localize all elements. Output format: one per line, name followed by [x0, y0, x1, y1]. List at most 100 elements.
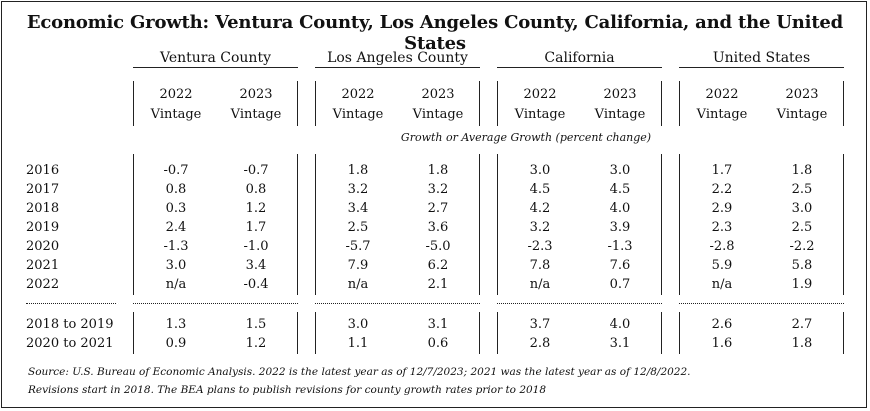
table-cell: 3.0: [609, 163, 631, 178]
row-label: 2017: [26, 182, 60, 197]
vintage-year-header: 2023: [785, 87, 819, 102]
table-cell: 1.8: [427, 163, 449, 178]
data-box: [315, 154, 480, 295]
source-note: Source: U.S. Bureau of Economic Analysis…: [28, 366, 691, 378]
table-cell: 2.2: [711, 182, 733, 197]
vintage-year-header: 2022: [523, 87, 557, 102]
table-cell: 6.2: [427, 258, 449, 273]
group-rule: [315, 67, 480, 68]
table-cell: 1.9: [791, 277, 813, 292]
table-cell: 7.9: [347, 258, 369, 273]
table-cell: 1.3: [165, 317, 187, 332]
table-cell: 4.0: [609, 317, 631, 332]
table-cell: 2.1: [427, 277, 449, 292]
table-cell: 3.0: [791, 201, 813, 216]
table-cell: 0.3: [165, 201, 187, 216]
table-cell: -5.0: [425, 239, 451, 254]
avg-box: [133, 312, 298, 354]
table-cell: 1.2: [245, 336, 267, 351]
vintage-label-header: Vintage: [150, 107, 202, 122]
table-cell: -1.3: [607, 239, 633, 254]
table-cell: 3.1: [427, 317, 449, 332]
row-label: 2021: [26, 258, 60, 273]
subtitle: Growth or Average Growth (percent change…: [400, 131, 652, 144]
table-cell: 0.9: [165, 336, 187, 351]
table-cell: 3.4: [347, 201, 369, 216]
table-cell: 4.0: [609, 201, 631, 216]
row-label: 2022: [26, 277, 60, 292]
table-cell: 1.6: [711, 336, 733, 351]
vintage-year-header: 2023: [239, 87, 273, 102]
row-label: 2020 to 2021: [26, 336, 114, 351]
table-cell: 1.2: [245, 201, 267, 216]
table-cell: 2.5: [791, 220, 813, 235]
table-cell: 2.8: [529, 336, 551, 351]
vintage-label-header: Vintage: [776, 107, 828, 122]
table-cell: 2.5: [791, 182, 813, 197]
table-cell: 0.7: [609, 277, 631, 292]
row-label: 2018: [26, 201, 60, 216]
table-cell: 0.8: [165, 182, 187, 197]
table-cell: 7.6: [609, 258, 631, 273]
dotted-separator: [26, 303, 116, 304]
vintage-label-header: Vintage: [332, 107, 384, 122]
table-cell: 0.6: [427, 336, 449, 351]
table-cell: 2.7: [427, 201, 449, 216]
data-box: [133, 154, 298, 295]
vintage-label-header: Vintage: [696, 107, 748, 122]
vintage-year-header: 2023: [421, 87, 455, 102]
vintage-label-header: Vintage: [514, 107, 566, 122]
group-label-california: California: [544, 50, 615, 66]
table-cell: 1.8: [791, 163, 813, 178]
table-cell: -1.3: [163, 239, 189, 254]
table-cell: 4.5: [609, 182, 631, 197]
group-label-los-angeles: Los Angeles County: [327, 50, 468, 66]
source-note-2: Revisions start in 2018. The BEA plans t…: [28, 384, 547, 396]
vintage-label-header: Vintage: [230, 107, 282, 122]
avg-box: [497, 312, 662, 354]
header-box: [497, 81, 662, 126]
table-cell: -0.7: [243, 163, 269, 178]
table-cell: 3.2: [529, 220, 551, 235]
group-rule: [679, 67, 844, 68]
table-cell: 2.4: [165, 220, 187, 235]
table-cell: n/a: [711, 277, 733, 292]
table-cell: 5.8: [791, 258, 813, 273]
avg-box: [315, 312, 480, 354]
header-box: [133, 81, 298, 126]
table-cell: 7.8: [529, 258, 551, 273]
table-cell: -2.2: [789, 239, 815, 254]
table-cell: 3.7: [529, 317, 551, 332]
table-cell: n/a: [529, 277, 551, 292]
table-cell: -0.7: [163, 163, 189, 178]
table-cell: 1.1: [347, 336, 369, 351]
row-label: 2018 to 2019: [26, 317, 114, 332]
table-cell: 2.9: [711, 201, 733, 216]
dotted-separator: [497, 303, 662, 304]
table-cell: 3.6: [427, 220, 449, 235]
header-box: [679, 81, 844, 126]
vintage-label-header: Vintage: [594, 107, 646, 122]
vintage-year-header: 2022: [159, 87, 193, 102]
table-cell: -1.0: [243, 239, 269, 254]
table-cell: 3.0: [165, 258, 187, 273]
table-cell: 1.5: [245, 317, 267, 332]
row-label: 2016: [26, 163, 60, 178]
data-box: [497, 154, 662, 295]
table-cell: 2.6: [711, 317, 733, 332]
table-cell: 1.7: [711, 163, 733, 178]
avg-box: [679, 312, 844, 354]
vintage-year-header: 2022: [341, 87, 375, 102]
vintage-label-header: Vintage: [412, 107, 464, 122]
group-label-united-states: United States: [712, 50, 811, 66]
table-cell: -5.7: [345, 239, 371, 254]
table-cell: -2.8: [709, 239, 735, 254]
table-cell: 0.8: [245, 182, 267, 197]
dotted-separator: [133, 303, 298, 304]
table-cell: 4.5: [529, 182, 551, 197]
row-label: 2020: [26, 239, 60, 254]
group-rule: [133, 67, 298, 68]
table-cell: -0.4: [243, 277, 269, 292]
data-box: [679, 154, 844, 295]
